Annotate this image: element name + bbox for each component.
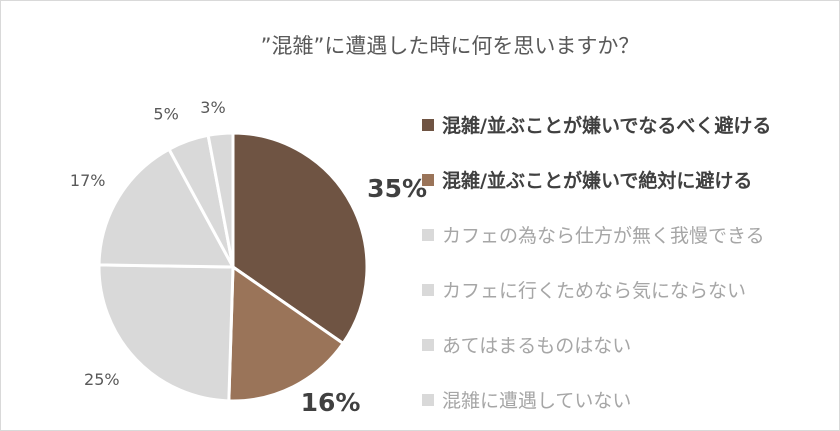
legend-label: あてはまるものはない	[442, 335, 632, 357]
pie-slice-3	[97, 263, 235, 403]
data-label-4: 17%	[70, 171, 106, 190]
legend-item-6: 混雑に遭遇していない	[422, 372, 832, 427]
data-label-5: 5%	[153, 105, 178, 124]
legend-marker	[422, 338, 434, 351]
data-label-6: 3%	[200, 98, 225, 117]
data-label-2: 16%	[301, 388, 361, 417]
pie-data-labels: 35% 16% 25% 17% 5% 3%	[70, 98, 427, 417]
data-label-3: 25%	[84, 370, 120, 389]
legend-label: 混雑に遭遇していない	[442, 390, 632, 412]
legend-label: カフェの為なら仕方が無く我慢できる	[442, 225, 765, 247]
legend-item-4: カフェに行くためなら気にならない	[422, 262, 832, 317]
legend-marker	[422, 228, 434, 241]
legend-marker	[422, 283, 434, 296]
legend-label: 混雑/並ぶことが嫌いで絶対に避ける	[442, 170, 753, 192]
legend: 混雑/並ぶことが嫌いでなるべく避ける 混雑/並ぶことが嫌いで絶対に避ける カフェの為…	[422, 97, 832, 427]
legend-marker	[422, 173, 434, 186]
legend-label: 混雑/並ぶことが嫌いでなるべく避ける	[442, 115, 772, 137]
pie-slice-4	[97, 147, 235, 269]
legend-label: カフェに行くためなら気にならない	[442, 280, 747, 302]
legend-marker	[422, 118, 434, 131]
legend-item-3: カフェの為なら仕方が無く我慢できる	[422, 207, 832, 262]
legend-item-5: あてはまるものはない	[422, 317, 832, 372]
legend-item-2: 混雑/並ぶことが嫌いで絶対に避ける	[422, 152, 832, 207]
pie-slice-2	[227, 265, 345, 403]
pie-slices	[97, 131, 369, 403]
pie-slice-6	[206, 131, 235, 269]
pie-slice-1	[231, 131, 369, 345]
data-label-1: 35%	[367, 174, 427, 203]
legend-marker	[422, 393, 434, 406]
chart-title: ”混雑”に遭遇した時に何を思いますか？	[260, 34, 640, 58]
legend-item-1: 混雑/並ぶことが嫌いでなるべく避ける	[422, 97, 832, 152]
